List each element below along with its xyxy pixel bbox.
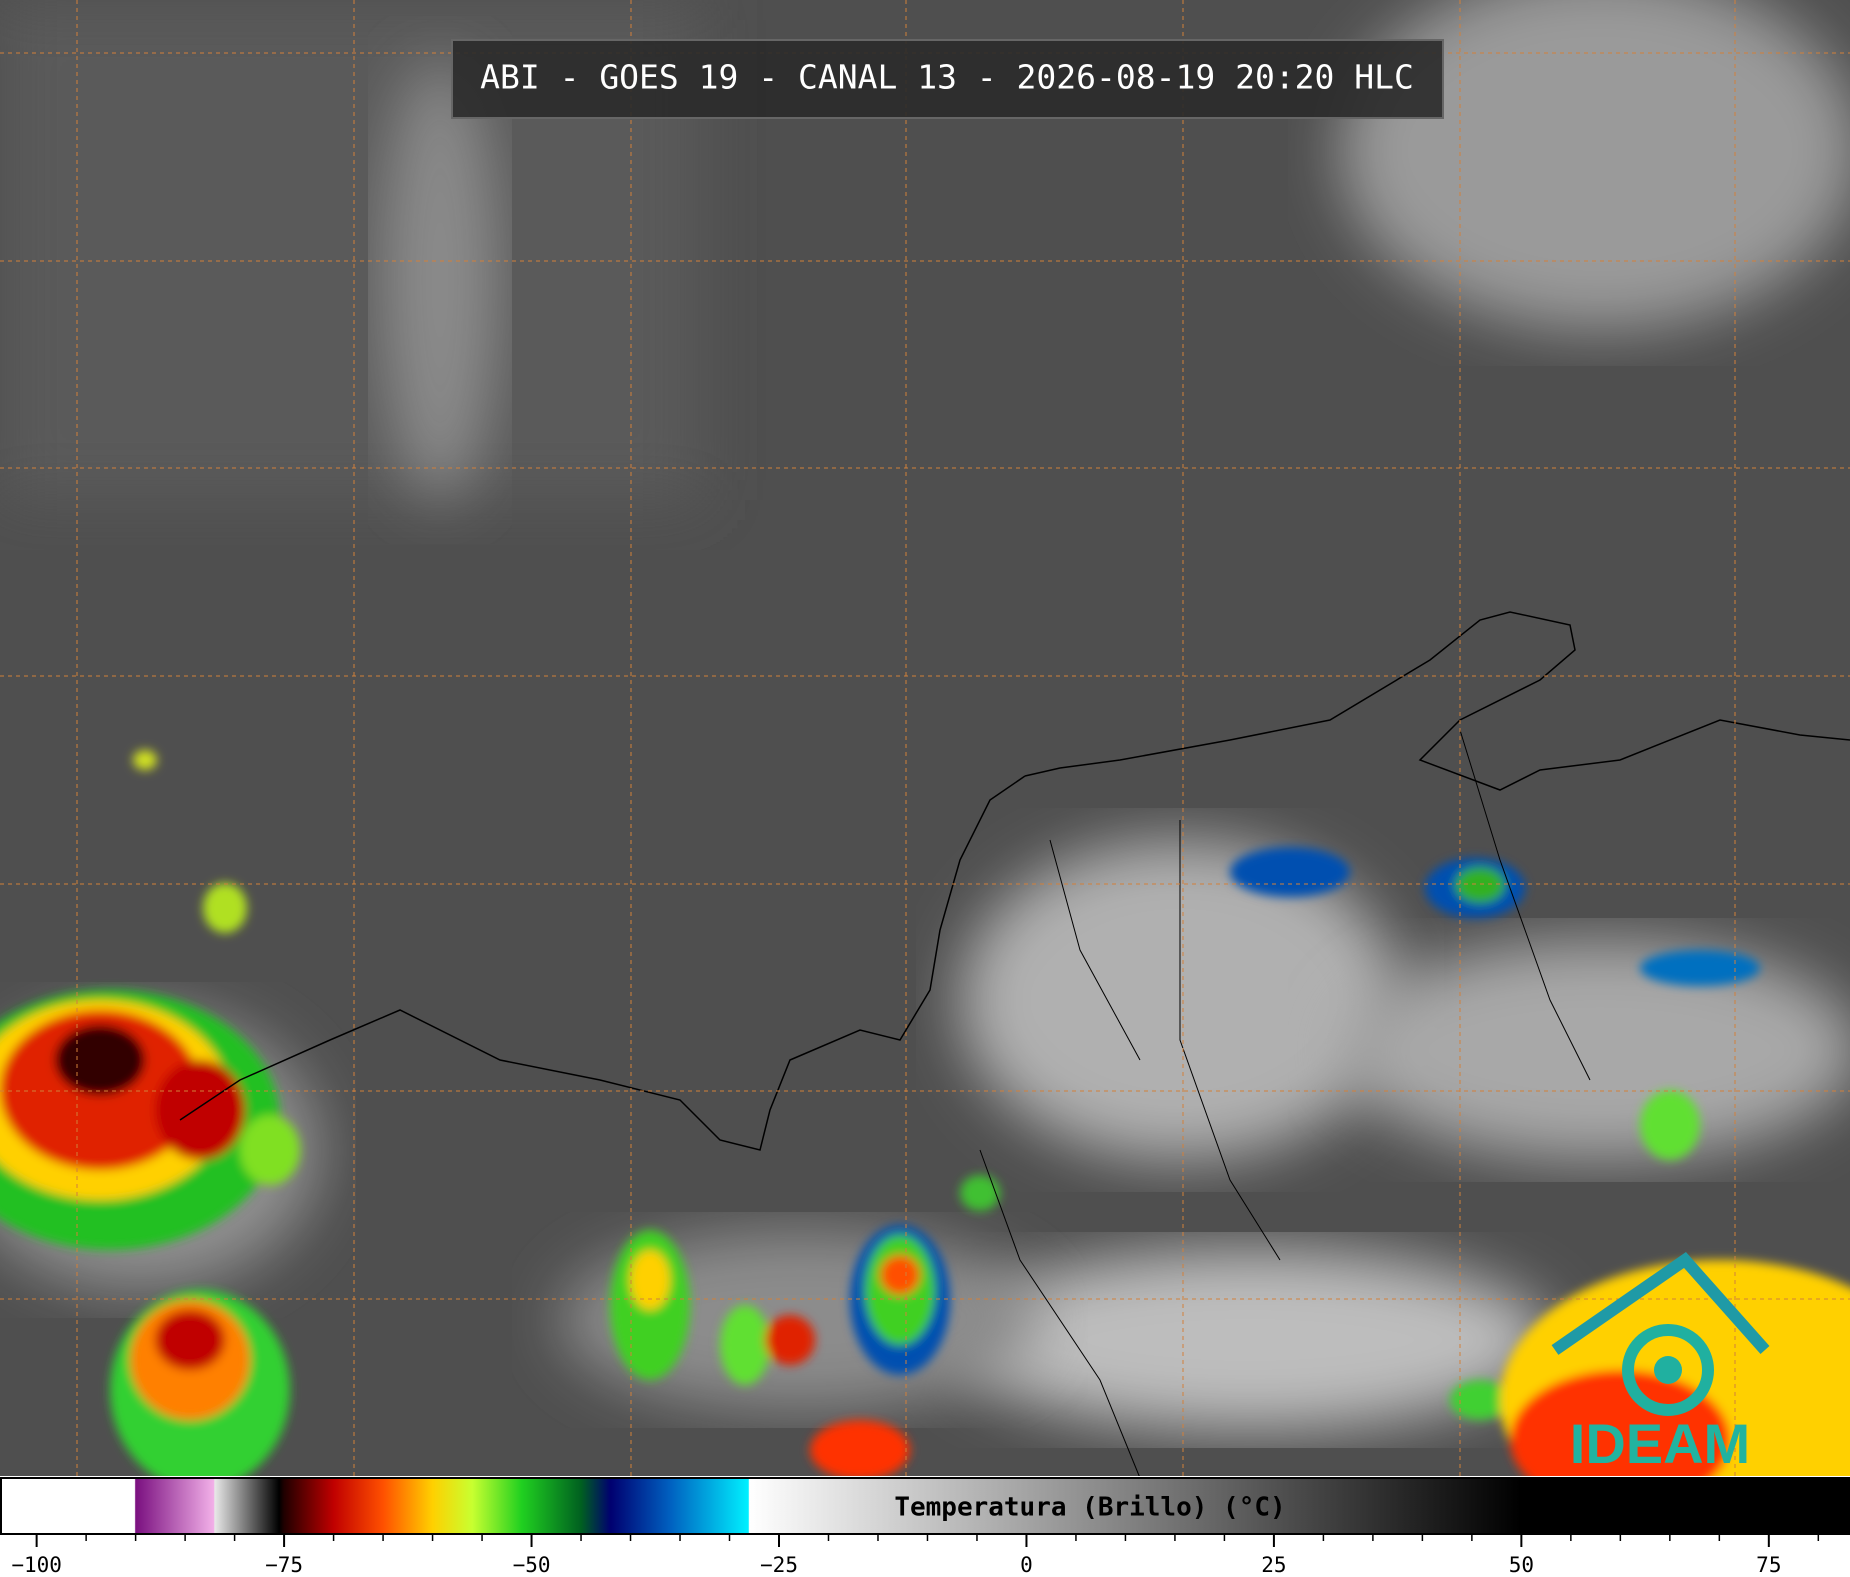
logo-pupil xyxy=(1654,1356,1682,1384)
tick-label: 50 xyxy=(1509,1553,1534,1577)
title-box xyxy=(451,39,1444,119)
tick-label: 25 xyxy=(1261,1553,1286,1577)
tick-label: 75 xyxy=(1756,1553,1781,1577)
title: ABI - GOES 19 - CANAL 13 - 2026-08-19 20… xyxy=(480,58,1414,97)
tick-label: 0 xyxy=(1020,1553,1033,1577)
tick-label: −75 xyxy=(265,1553,303,1577)
lat-lon-grid xyxy=(0,0,1850,1476)
satellite-image xyxy=(0,0,1850,1540)
colorbar xyxy=(0,1477,1850,1535)
logo-eye xyxy=(1622,1324,1714,1416)
logo-text: IDEAM xyxy=(1570,1412,1750,1475)
logo-roof xyxy=(1551,1252,1770,1355)
tick-label: −100 xyxy=(11,1553,62,1577)
colorbar-label: Temperatura (Brillo) (°C) xyxy=(894,1493,1285,1523)
tick-label: −25 xyxy=(760,1553,798,1577)
tick-label: −50 xyxy=(513,1553,551,1577)
logo: IDEAM xyxy=(1551,1252,1770,1475)
colorbar-axis: −100 −75 −50 −25 0 25 50 75 xyxy=(11,1535,1820,1577)
